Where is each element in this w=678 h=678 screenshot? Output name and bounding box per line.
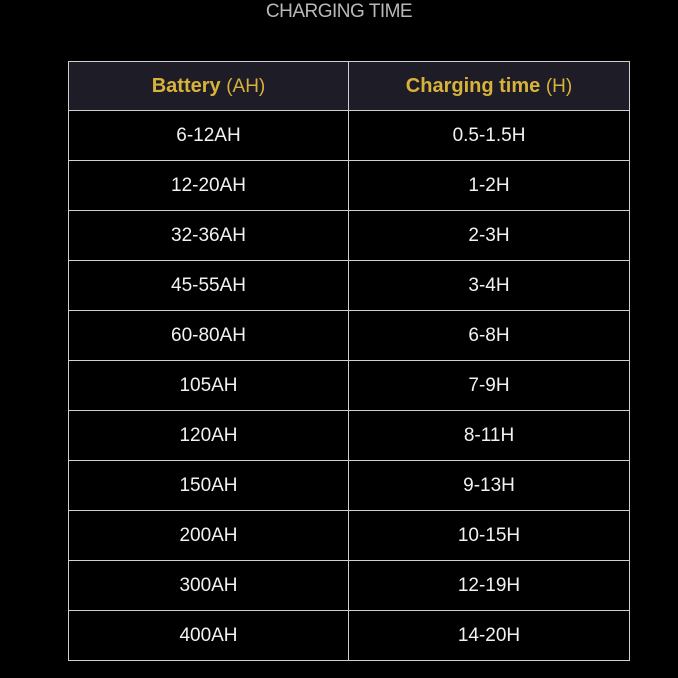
- header-charging-time: Charging time (H): [348, 61, 630, 111]
- header-battery: Battery (AH): [68, 61, 349, 111]
- charging-time-cell: 14-20H: [348, 610, 630, 661]
- table-row: 12-20AH 1-2H: [68, 160, 630, 211]
- header-unit: (H): [545, 75, 573, 97]
- header-label: Battery: [151, 74, 221, 97]
- battery-capacity-cell: 45-55AH: [68, 260, 349, 311]
- table-row: 120AH 8-11H: [68, 410, 630, 461]
- battery-capacity-cell: 120AH: [68, 410, 349, 461]
- table-row: 150AH 9-13H: [68, 460, 630, 511]
- battery-capacity-cell: 150AH: [68, 460, 349, 511]
- table-row: 105AH 7-9H: [68, 360, 630, 411]
- header-unit: (AH): [226, 75, 266, 97]
- charging-time-cell: 3-4H: [348, 260, 630, 311]
- battery-capacity-cell: 60-80AH: [68, 310, 349, 361]
- table-row: 400AH 14-20H: [68, 610, 630, 661]
- charging-time-cell: 9-13H: [348, 460, 630, 511]
- charging-time-table: Battery (AH) Charging time (H) 6-12AH 0.5…: [68, 61, 630, 661]
- charging-time-cell: 1-2H: [348, 160, 630, 211]
- table-row: 200AH 10-15H: [68, 510, 630, 561]
- battery-capacity-cell: 12-20AH: [68, 160, 349, 211]
- charging-time-cell: 2-3H: [348, 210, 630, 261]
- table-row: 300AH 12-19H: [68, 560, 630, 611]
- charging-time-cell: 7-9H: [348, 360, 630, 411]
- battery-capacity-cell: 400AH: [68, 610, 349, 661]
- charging-time-cell: 10-15H: [348, 510, 630, 561]
- header-label: Charging time: [405, 74, 541, 97]
- table-header-row: Battery (AH) Charging time (H): [68, 61, 630, 111]
- charging-time-cell: 6-8H: [348, 310, 630, 361]
- table-row: 60-80AH 6-8H: [68, 310, 630, 361]
- charging-time-cell: 0.5-1.5H: [348, 110, 630, 161]
- battery-capacity-cell: 300AH: [68, 560, 349, 611]
- charging-time-cell: 12-19H: [348, 560, 630, 611]
- page-title: CHARGING TIME: [265, 1, 413, 22]
- charging-time-cell: 8-11H: [348, 410, 630, 461]
- table-row: 32-36AH 2-3H: [68, 210, 630, 261]
- battery-capacity-cell: 32-36AH: [68, 210, 349, 261]
- battery-capacity-cell: 105AH: [68, 360, 349, 411]
- battery-capacity-cell: 6-12AH: [68, 110, 349, 161]
- table-row: 45-55AH 3-4H: [68, 260, 630, 311]
- table-row: 6-12AH 0.5-1.5H: [68, 110, 630, 161]
- battery-capacity-cell: 200AH: [68, 510, 349, 561]
